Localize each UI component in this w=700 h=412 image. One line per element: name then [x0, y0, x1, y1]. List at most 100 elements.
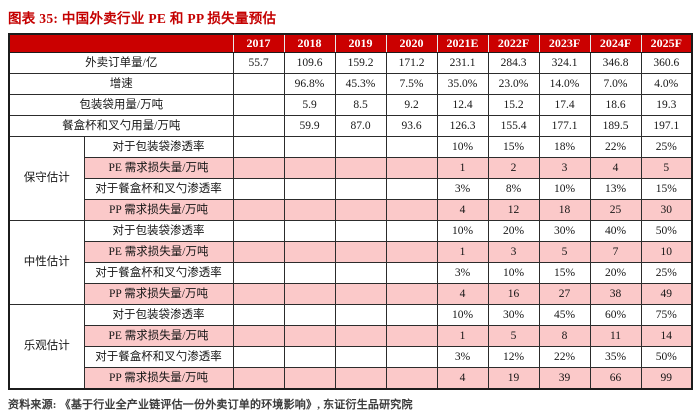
value-cell [232, 157, 285, 179]
table-row: PE 需求损失量/万吨 1 3 5 7 10 [9, 241, 693, 263]
value-cell: 16 [487, 283, 540, 305]
table-row: 对于餐盒杯和叉勺渗透率 3% 10% 15% 20% 25% [9, 262, 693, 284]
table-row: 包装袋用量/万吨 5.9 8.5 9.2 12.4 15.2 17.4 18.6 19.3 [8, 94, 693, 116]
value-cell: 171.2 [385, 52, 438, 74]
value-cell: 11 [589, 325, 642, 347]
value-cell: 38 [589, 283, 642, 305]
value-cell: 1 [436, 157, 489, 179]
value-cell: 2 [487, 157, 540, 179]
value-cell: 22% [589, 136, 642, 158]
metric-label: PP 需求损失量/万吨 [83, 199, 234, 221]
value-cell: 30% [538, 220, 591, 242]
value-cell: 25 [589, 199, 642, 221]
estimate-table-body: 2017 2018 2019 2020 2021E 2022F 2023F 2024F 2025… [8, 33, 693, 390]
year-header-cell: 2022F [487, 33, 540, 53]
table-row: 增速 96.8% 45.3% 7.5% 35.0% 23.0% 14.0% 7.0% 4.0% [8, 73, 693, 95]
value-cell [334, 262, 387, 284]
metric-label: 对于餐盒杯和叉勺渗透率 [83, 178, 234, 200]
value-cell [283, 304, 336, 326]
value-cell: 197.1 [640, 115, 693, 137]
value-cell: 8 [538, 325, 591, 347]
value-cell: 60% [589, 304, 642, 326]
value-cell [385, 325, 438, 347]
table-row: PP 需求损失量/万吨 4 19 39 66 99 [9, 367, 693, 390]
table-row: 外卖订单量/亿 55.7 109.6 159.2 171.2 231.1 284.3 324.… [8, 52, 693, 74]
value-cell [385, 304, 438, 326]
value-cell: 19.3 [640, 94, 693, 116]
metric-label: PE 需求损失量/万吨 [83, 157, 234, 179]
value-cell: 93.6 [385, 115, 438, 137]
metric-label: 对于包装袋渗透率 [83, 304, 234, 326]
value-cell [334, 220, 387, 242]
value-cell [385, 367, 438, 390]
metric-label: PP 需求损失量/万吨 [83, 367, 234, 390]
value-cell: 25% [640, 136, 693, 158]
value-cell: 55.7 [232, 52, 285, 74]
value-cell: 109.6 [283, 52, 336, 74]
value-cell [232, 304, 285, 326]
value-cell: 3% [436, 262, 489, 284]
value-cell: 4.0% [640, 73, 693, 95]
value-cell [232, 178, 285, 200]
metric-label: 外卖订单量/亿 [8, 52, 234, 74]
value-cell [334, 367, 387, 390]
value-cell [232, 367, 285, 390]
value-cell: 324.1 [538, 52, 591, 74]
scenario-label: 保守估计 [8, 136, 85, 221]
value-cell: 66 [589, 367, 642, 390]
value-cell: 25% [640, 262, 693, 284]
value-cell: 35% [589, 346, 642, 368]
value-cell: 5 [487, 325, 540, 347]
value-cell: 15% [487, 136, 540, 158]
value-cell [385, 283, 438, 305]
year-header-cell: 2017 [232, 33, 285, 53]
value-cell: 10% [538, 178, 591, 200]
metric-label: 增速 [8, 73, 234, 95]
table-row: PP 需求损失量/万吨 4 12 18 25 30 [9, 199, 693, 221]
value-cell: 5.9 [283, 94, 336, 116]
table-row: 乐观估计 对于包装袋渗透率 10% 30% 45% 60% 75% [8, 304, 693, 390]
value-cell: 18% [538, 136, 591, 158]
value-cell: 155.4 [487, 115, 540, 137]
value-cell: 20% [487, 220, 540, 242]
value-cell [232, 199, 285, 221]
value-cell [283, 367, 336, 390]
value-cell: 20% [589, 262, 642, 284]
year-header-cell: 2018 [283, 33, 336, 53]
value-cell: 40% [589, 220, 642, 242]
value-cell: 35.0% [436, 73, 489, 95]
value-cell [385, 241, 438, 263]
value-cell: 15% [538, 262, 591, 284]
value-cell: 75% [640, 304, 693, 326]
year-header-row: 2017 2018 2019 2020 2021E 2022F 2023F 2024F 2025… [8, 33, 693, 53]
year-header-cell: 2025F [640, 33, 693, 53]
value-cell [283, 346, 336, 368]
value-cell: 18 [538, 199, 591, 221]
value-cell [334, 157, 387, 179]
value-cell: 12% [487, 346, 540, 368]
value-cell: 14 [640, 325, 693, 347]
value-cell: 23.0% [487, 73, 540, 95]
value-cell: 7 [589, 241, 642, 263]
value-cell: 49 [640, 283, 693, 305]
value-cell [334, 283, 387, 305]
value-cell: 99 [640, 367, 693, 390]
year-header-cell: 2020 [385, 33, 438, 53]
value-cell: 30 [640, 199, 693, 221]
value-cell [385, 262, 438, 284]
value-cell [283, 136, 336, 158]
table-row: PP 需求损失量/万吨 4 16 27 38 49 [9, 283, 693, 305]
value-cell [283, 325, 336, 347]
value-cell: 12.4 [436, 94, 489, 116]
value-cell: 10% [436, 304, 489, 326]
value-cell: 126.3 [436, 115, 489, 137]
value-cell [283, 262, 336, 284]
value-cell [334, 304, 387, 326]
value-cell: 13% [589, 178, 642, 200]
table-row: 对于餐盒杯和叉勺渗透率 3% 12% 22% 35% 50% [9, 346, 693, 368]
value-cell: 10% [436, 136, 489, 158]
value-cell: 10% [487, 262, 540, 284]
value-cell [385, 346, 438, 368]
value-cell: 3% [436, 346, 489, 368]
